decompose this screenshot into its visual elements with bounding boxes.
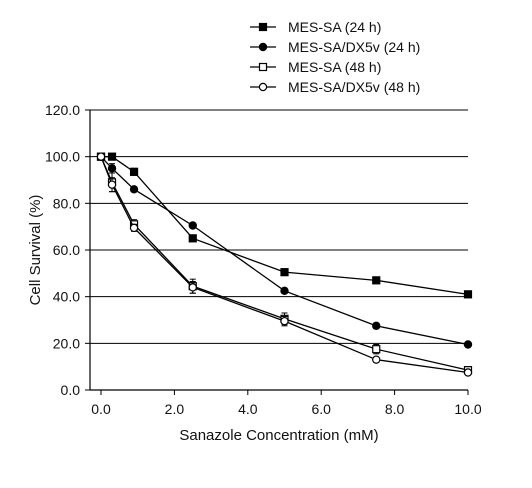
x-tick-label: 6.0 bbox=[311, 401, 331, 417]
series-4 bbox=[96, 152, 473, 377]
x-tick-labels: 0.0 2.0 4.0 6.0 8.0 10.0 bbox=[91, 390, 482, 417]
data-point bbox=[107, 164, 117, 173]
data-point bbox=[188, 234, 197, 243]
data-point bbox=[280, 316, 289, 326]
legend-label: MES-SA (24 h) bbox=[288, 19, 381, 35]
legend-marker bbox=[258, 62, 268, 72]
legend-marker bbox=[258, 82, 268, 92]
x-tick-label: 4.0 bbox=[238, 401, 258, 417]
legend-label: MES-SA/DX5v (24 h) bbox=[288, 39, 420, 55]
legend: MES-SA (24 h) MES-SA/DX5v (24 h) MES-SA (4… bbox=[250, 19, 420, 95]
y-tick-label: 120.0 bbox=[45, 102, 80, 118]
y-tick-label: 80.0 bbox=[53, 195, 80, 211]
data-point bbox=[129, 167, 139, 176]
series-line bbox=[100, 156, 469, 374]
data-point bbox=[129, 223, 139, 233]
legend-item: MES-SA (24 h) bbox=[250, 19, 381, 35]
data-point bbox=[107, 152, 117, 161]
legend-item: MES-SA/DX5v (48 h) bbox=[250, 79, 420, 95]
data-point bbox=[96, 152, 106, 161]
data-point bbox=[129, 185, 139, 194]
data-point bbox=[463, 290, 473, 299]
gridlines bbox=[90, 109, 468, 344]
x-tick-label: 2.0 bbox=[165, 401, 185, 417]
series-1 bbox=[96, 152, 473, 299]
legend-marker bbox=[258, 22, 268, 32]
data-point bbox=[107, 180, 117, 189]
y-tick-label: 0.0 bbox=[61, 382, 81, 398]
legend-label: MES-SA (48 h) bbox=[288, 59, 381, 75]
y-axis-label: Cell Survival (%) bbox=[27, 195, 44, 306]
data-point bbox=[372, 345, 381, 354]
y-tick-label: 20.0 bbox=[53, 335, 80, 351]
legend-label: MES-SA/DX5v (48 h) bbox=[288, 79, 420, 95]
series-3 bbox=[96, 152, 473, 375]
x-tick-label: 8.0 bbox=[385, 401, 405, 417]
y-tick-label: 100.0 bbox=[45, 149, 80, 165]
y-tick-labels: 0.0 20.0 40.0 60.0 80.0 100.0 120.0 bbox=[45, 102, 90, 398]
x-tick-label: 0.0 bbox=[91, 401, 111, 417]
data-point bbox=[463, 368, 473, 377]
data-point bbox=[372, 355, 381, 364]
y-tick-label: 60.0 bbox=[53, 242, 80, 258]
data-point bbox=[280, 286, 289, 296]
data-point bbox=[463, 340, 473, 349]
x-axis-label: Sanazole Concentration (mM) bbox=[179, 427, 378, 444]
legend-item: MES-SA (48 h) bbox=[250, 59, 381, 75]
legend-item: MES-SA/DX5v (24 h) bbox=[250, 39, 420, 55]
data-point bbox=[372, 276, 381, 285]
data-point bbox=[372, 321, 381, 331]
data-point bbox=[188, 283, 197, 292]
data-point bbox=[188, 221, 197, 230]
x-tick-label: 10.0 bbox=[454, 401, 481, 417]
series-line bbox=[100, 156, 469, 371]
data-series bbox=[96, 152, 473, 377]
legend-marker bbox=[258, 42, 268, 52]
y-tick-label: 40.0 bbox=[53, 289, 80, 305]
data-point bbox=[280, 268, 289, 277]
